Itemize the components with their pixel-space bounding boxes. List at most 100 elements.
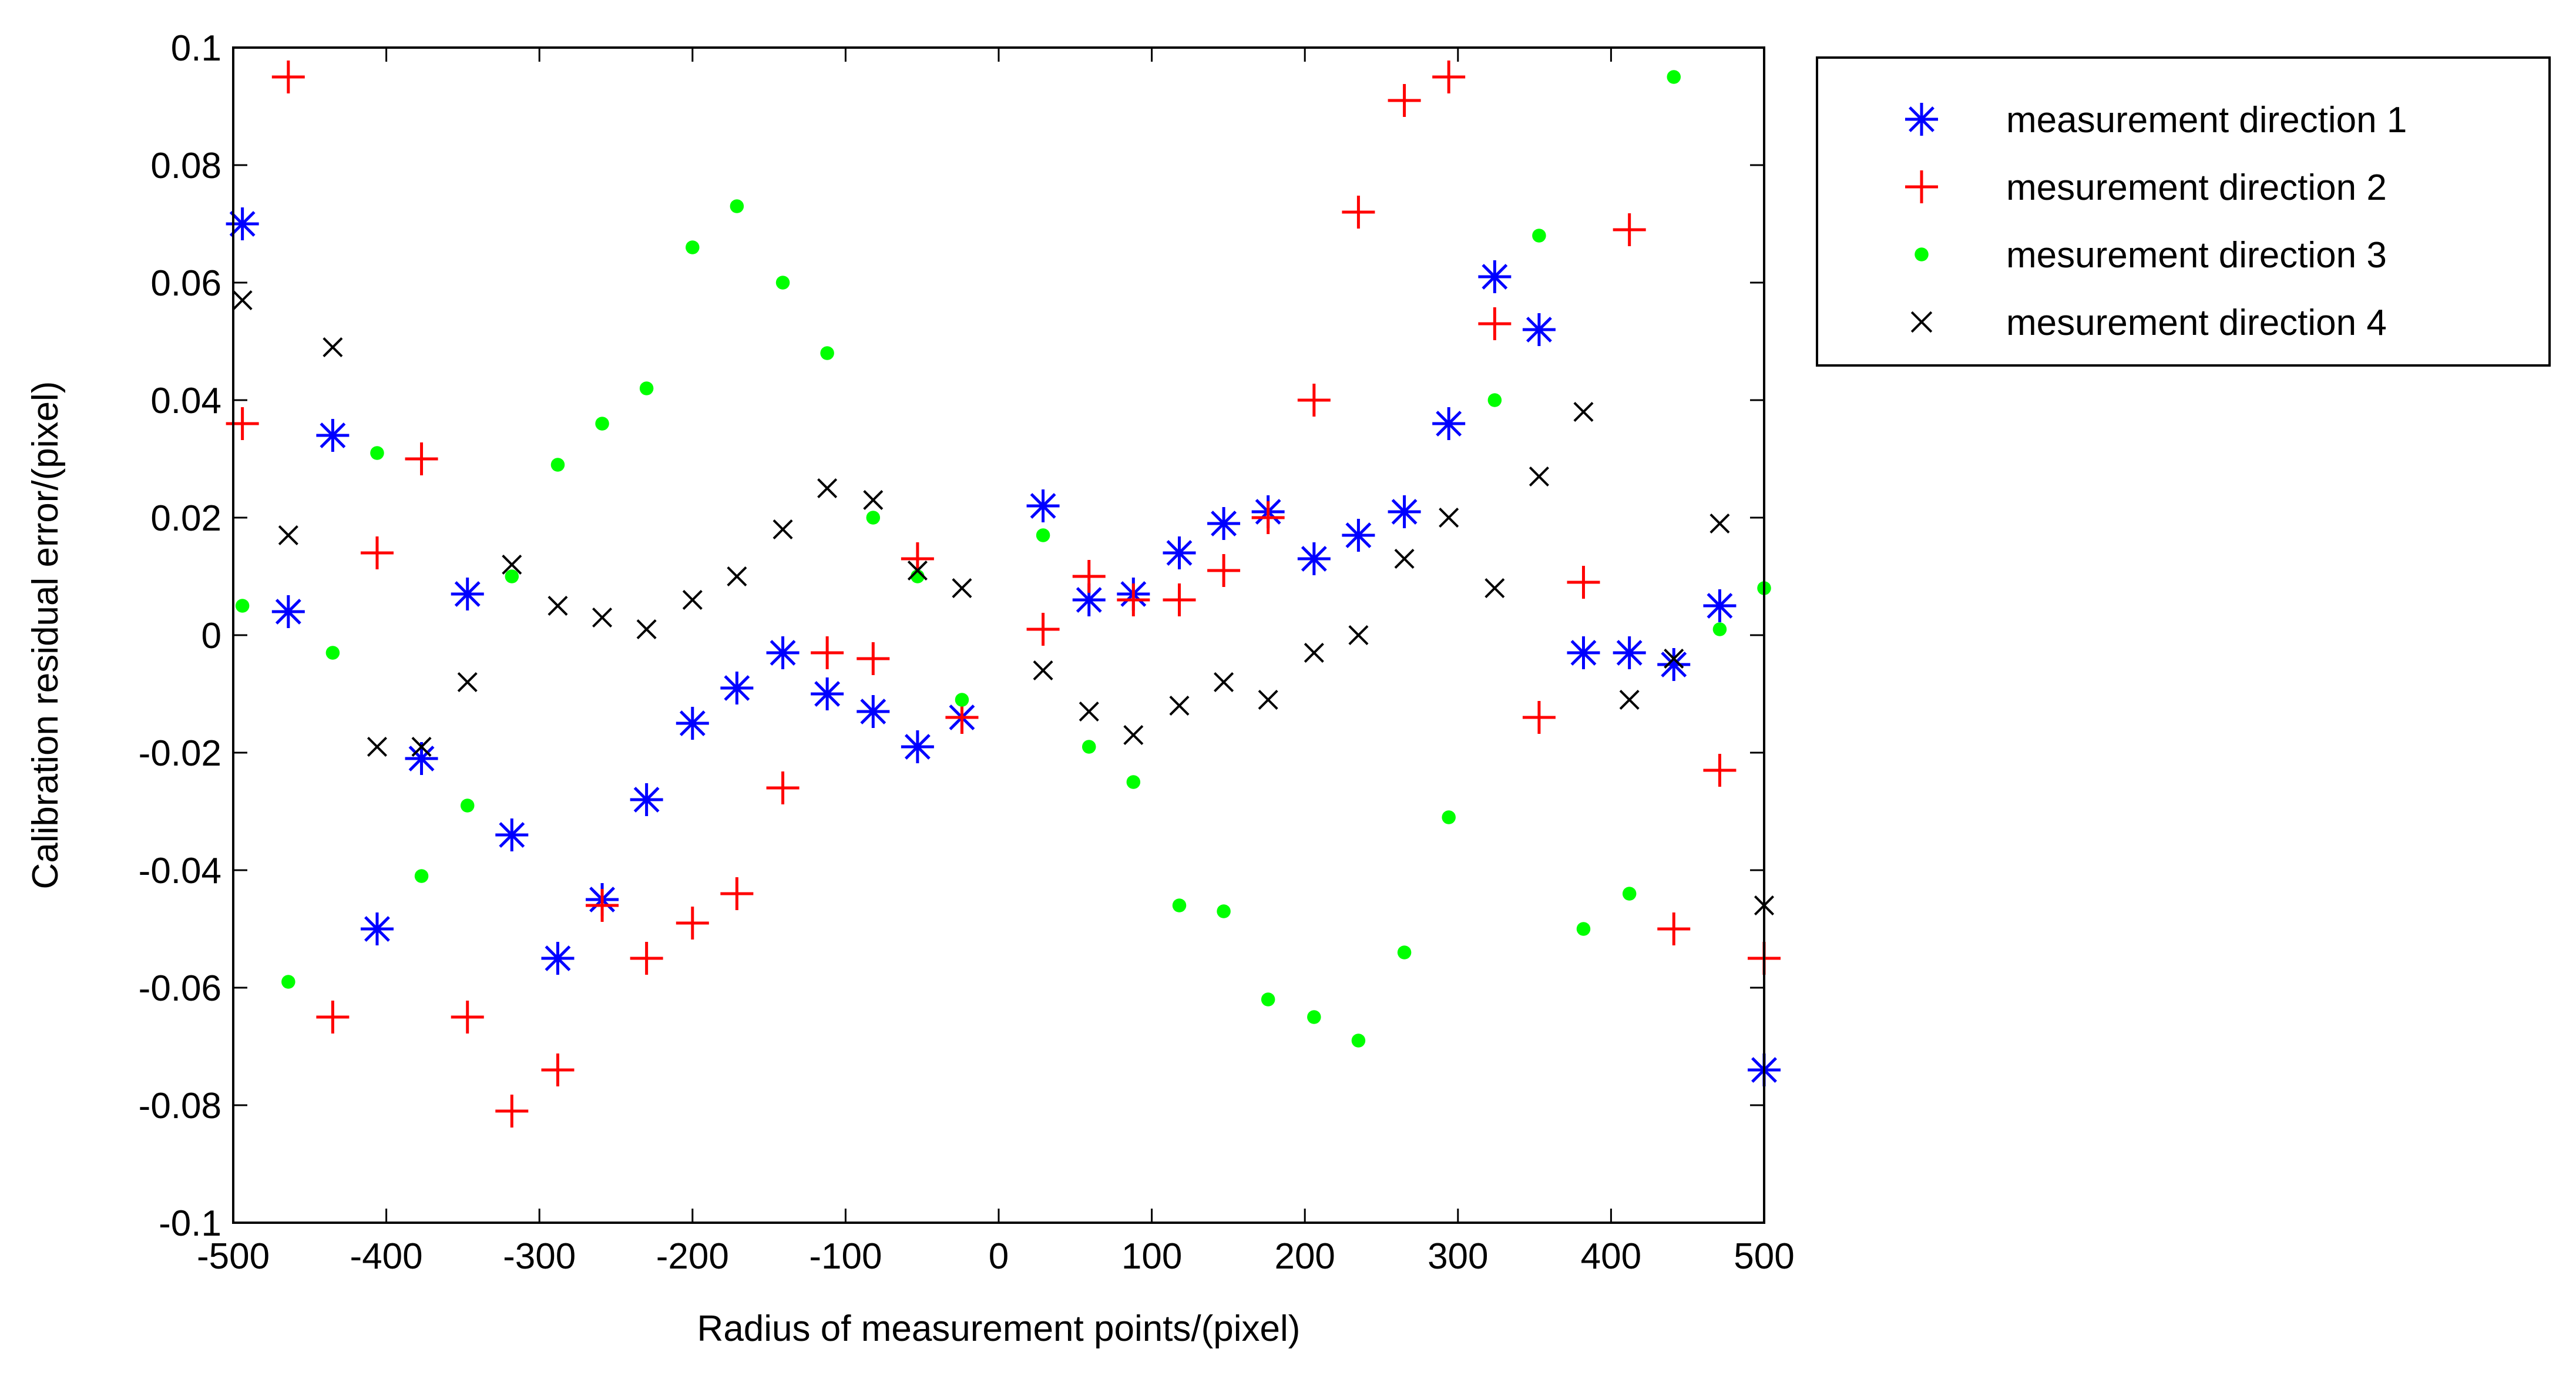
data-point-series-3 [414, 869, 429, 883]
data-point-series-4 [367, 736, 387, 757]
series-2 [226, 61, 1781, 1128]
data-point-series-1 [901, 730, 934, 763]
data-point-series-1 [360, 912, 394, 945]
data-point-series-4 [1123, 724, 1144, 746]
data-point-series-3 [1442, 810, 1456, 824]
data-point-series-4 [278, 525, 298, 546]
x-tick-label: 0 [989, 1236, 1009, 1277]
data-point-series-1 [271, 595, 305, 628]
data-point-series-1 [316, 419, 350, 452]
data-point-series-2 [1251, 501, 1285, 534]
data-point-series-2 [226, 407, 259, 440]
data-point-series-3 [686, 240, 700, 254]
legend-item-3: mesurement direction 3 [1915, 235, 2387, 276]
data-point-series-1 [1613, 636, 1646, 669]
data-point-series-4 [1664, 648, 1684, 669]
x-tick-label: -300 [503, 1236, 576, 1277]
data-point-series-3 [1036, 528, 1050, 542]
legend-label: mesurement direction 2 [2006, 167, 2387, 208]
y-tick-label: -0.06 [139, 968, 221, 1009]
data-point-series-3 [820, 346, 834, 360]
data-point-series-1 [226, 207, 259, 240]
data-point-series-2 [271, 61, 305, 93]
data-point-series-3 [955, 693, 969, 707]
data-point-series-1 [1342, 519, 1375, 552]
data-point-series-4 [1619, 689, 1640, 710]
data-point-series-3 [460, 798, 475, 813]
legend-marker [1915, 247, 1929, 261]
data-point-series-1 [1297, 542, 1331, 575]
data-point-series-3 [235, 599, 250, 613]
data-point-series-3 [730, 199, 744, 213]
data-point-series-2 [1703, 754, 1737, 787]
series-1 [226, 207, 1781, 1086]
data-point-series-3 [325, 646, 340, 660]
data-point-series-4 [636, 619, 657, 640]
data-point-series-1 [1567, 636, 1600, 669]
data-point-series-1 [1703, 589, 1737, 622]
data-point-series-2 [1478, 307, 1512, 340]
data-point-series-4 [411, 736, 432, 757]
data-point-series-2 [676, 907, 709, 940]
data-point-series-4 [1304, 642, 1324, 663]
data-point-series-2 [720, 877, 754, 910]
legend-marker [1910, 311, 1933, 333]
legend-box [1816, 56, 2551, 367]
data-point-series-2 [1026, 613, 1060, 646]
x-tick-label: -400 [350, 1236, 423, 1277]
data-point-series-4 [502, 554, 522, 575]
data-point-series-3 [1667, 70, 1681, 84]
x-tick-label: -100 [809, 1236, 882, 1277]
data-point-series-1 [1026, 489, 1060, 522]
legend-label: measurement direction 1 [2006, 100, 2407, 140]
data-point-series-2 [857, 642, 890, 675]
data-point-series-2 [1207, 554, 1241, 587]
data-point-series-2 [586, 889, 619, 922]
data-point-series-2 [1297, 384, 1331, 417]
data-point-series-3 [1261, 992, 1275, 1006]
data-point-series-3 [1397, 945, 1412, 959]
data-point-series-2 [541, 1053, 575, 1086]
data-point-series-2 [1613, 213, 1646, 246]
x-axis-title: Radius of measurement points/(pixel) [697, 1308, 1301, 1349]
y-tick-label: 0.04 [150, 381, 221, 421]
data-point-series-3 [1307, 1010, 1321, 1024]
data-point-series-4 [548, 595, 568, 616]
data-point-series-1 [1478, 260, 1512, 293]
data-point-series-3 [1532, 229, 1546, 243]
data-point-series-3 [1172, 898, 1187, 912]
data-point-series-1 [811, 677, 844, 710]
data-point-series-1 [1522, 313, 1556, 346]
data-point-series-1 [720, 672, 754, 704]
x-tick-label: 300 [1428, 1236, 1488, 1277]
x-tick-label: 400 [1581, 1236, 1641, 1277]
series-4 [232, 290, 1775, 916]
data-point-series-4 [1214, 672, 1234, 693]
data-point-series-2 [1522, 701, 1556, 734]
data-point-series-3 [1487, 393, 1502, 407]
data-point-series-4 [592, 607, 613, 628]
data-point-series-3 [866, 511, 881, 525]
data-point-series-4 [1033, 660, 1053, 681]
legend-label: mesurement direction 3 [2006, 235, 2387, 276]
data-point-series-4 [1348, 625, 1369, 646]
data-point-series-2 [1567, 566, 1600, 599]
data-point-series-3 [505, 569, 519, 583]
y-tick-label: -0.08 [139, 1086, 221, 1126]
data-point-series-1 [630, 783, 663, 816]
data-point-series-4 [1529, 466, 1549, 487]
data-point-series-1 [1432, 407, 1466, 440]
data-point-series-2 [1117, 583, 1150, 616]
data-points-layer [226, 61, 1781, 1128]
data-point-series-2 [1432, 61, 1466, 93]
x-tick-label: -200 [656, 1236, 729, 1277]
x-tick-label: 500 [1734, 1236, 1794, 1277]
series-3 [235, 70, 1771, 1048]
data-point-series-4 [323, 337, 343, 358]
data-point-series-1 [766, 636, 800, 669]
plot-area-frame [232, 46, 1765, 1224]
y-tick-label: 0.02 [150, 498, 221, 539]
data-point-series-2 [451, 1001, 484, 1034]
data-point-series-4 [1169, 695, 1190, 716]
